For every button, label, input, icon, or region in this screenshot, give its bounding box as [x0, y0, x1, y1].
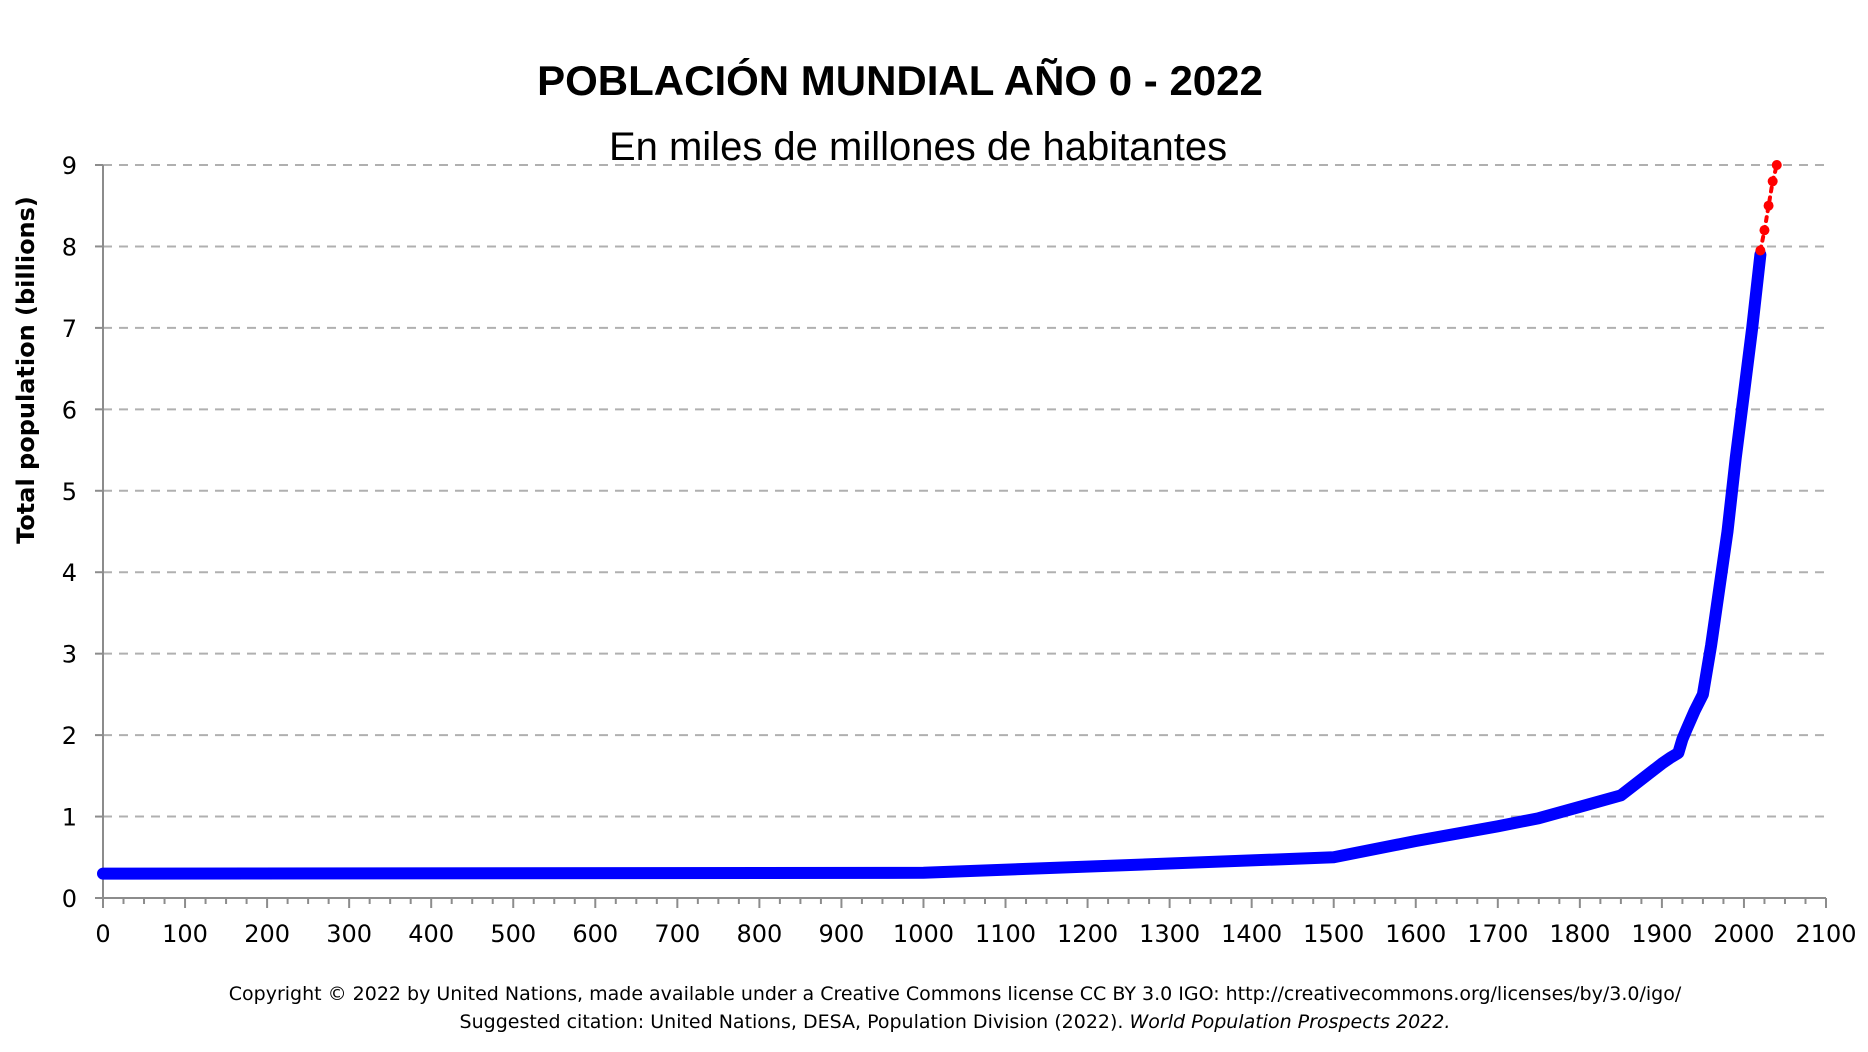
copyright-line: Copyright © 2022 by United Nations, made… [229, 983, 1682, 1005]
x-tick-label-1200: 1200 [1057, 920, 1118, 948]
y-tick-label-7: 7 [62, 315, 77, 343]
x-tick-label-900: 900 [819, 920, 865, 948]
y-tick-label-6: 6 [62, 396, 77, 424]
x-tick-label-700: 700 [654, 920, 700, 948]
x-tick-label-1800: 1800 [1549, 920, 1610, 948]
projection-point-2035 [1767, 176, 1778, 187]
x-tick-label-2000: 2000 [1713, 920, 1774, 948]
x-tick-label-1500: 1500 [1303, 920, 1364, 948]
y-tick-label-5: 5 [62, 478, 77, 506]
x-tick-label-1400: 1400 [1221, 920, 1282, 948]
chart-title: POBLACIÓN MUNDIAL AÑO 0 - 2022 [537, 56, 1263, 104]
x-tick-label-500: 500 [490, 920, 536, 948]
x-tick-label-1300: 1300 [1139, 920, 1200, 948]
citation-text: Suggested citation: United Nations, DESA… [460, 1011, 1130, 1033]
x-tick-label-0: 0 [95, 920, 110, 948]
y-tick-label-2: 2 [62, 722, 77, 750]
y-tick-label-8: 8 [62, 233, 77, 261]
x-tick-label-1100: 1100 [975, 920, 1036, 948]
y-tick-label-9: 9 [62, 152, 77, 180]
grid-lines [103, 164, 1826, 818]
projection-point-2020 [1755, 245, 1766, 256]
chart-subtitle: En miles de millones de habitantes [609, 125, 1227, 169]
x-tick-label-1700: 1700 [1467, 920, 1528, 948]
x-tick-label-400: 400 [408, 920, 454, 948]
x-tick-label-200: 200 [244, 920, 290, 948]
x-tick-label-600: 600 [572, 920, 618, 948]
x-tick-label-300: 300 [326, 920, 372, 948]
citation-line: Suggested citation: United Nations, DESA… [460, 1011, 1451, 1033]
series-layer [97, 160, 1782, 880]
series-population-line [97, 248, 1767, 880]
y-tick-label-4: 4 [62, 559, 77, 587]
y-axis-label: Total population (billions) [12, 196, 40, 544]
x-tick-label-1900: 1900 [1631, 920, 1692, 948]
projection-point-2025 [1759, 225, 1770, 236]
x-tick-labels: 0 100 200 300 400 500 600 700 800 900 1000 1100 1200… [95, 920, 1856, 948]
x-tick-label-800: 800 [736, 920, 782, 948]
x-tick-label-2100: 2100 [1795, 920, 1856, 948]
projection-point-2040 [1771, 160, 1782, 170]
y-tick-label-1: 1 [62, 804, 77, 832]
y-tick-label-3: 3 [62, 641, 77, 669]
citation-title: World Population Prospects 2022. [1130, 1011, 1451, 1033]
projection-point-2030 [1763, 200, 1774, 211]
axes [95, 164, 1827, 908]
x-tick-label-1000: 1000 [893, 920, 954, 948]
x-tick-label-100: 100 [162, 920, 208, 948]
y-tick-labels: 0 1 2 3 4 5 6 7 8 9 [62, 152, 77, 913]
y-tick-label-0: 0 [62, 885, 77, 913]
x-tick-label-1600: 1600 [1385, 920, 1446, 948]
